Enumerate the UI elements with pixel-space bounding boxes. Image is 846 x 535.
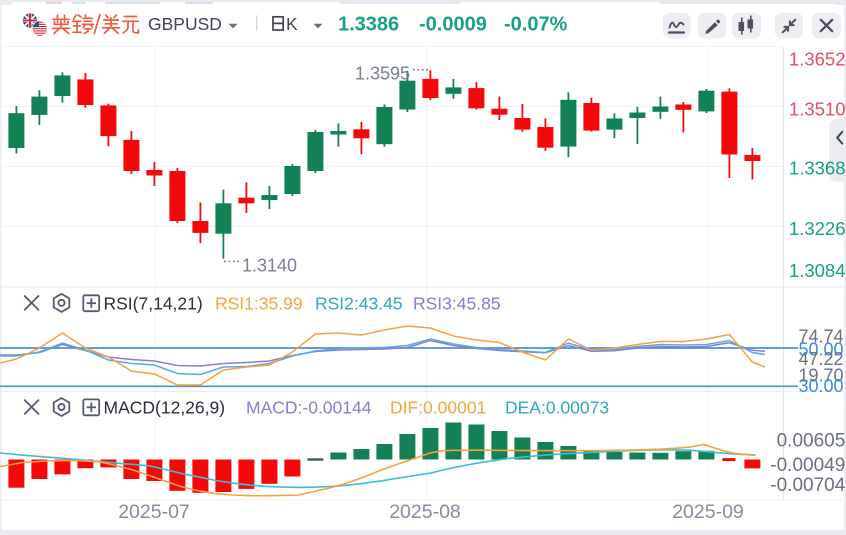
svg-text:2025-08: 2025-08 — [389, 501, 461, 523]
svg-text:-0.07%: -0.07% — [504, 14, 568, 36]
svg-text:0.00605: 0.00605 — [777, 431, 846, 452]
svg-text:1.3226: 1.3226 — [789, 218, 846, 239]
svg-text:MACD:-0.00144: MACD:-0.00144 — [246, 398, 372, 418]
svg-text:-0.0009: -0.0009 — [419, 14, 487, 36]
svg-text:DIF:0.00001: DIF:0.00001 — [390, 398, 486, 418]
svg-text:RSI2:43.45: RSI2:43.45 — [315, 294, 403, 314]
svg-text:K: K — [286, 14, 298, 34]
svg-text:1.3510: 1.3510 — [789, 98, 846, 119]
svg-text:-0.00049: -0.00049 — [770, 455, 845, 476]
svg-text:2025-07: 2025-07 — [118, 501, 190, 523]
svg-text:DEA:0.00073: DEA:0.00073 — [505, 398, 609, 418]
svg-text:1.3084: 1.3084 — [789, 260, 846, 281]
svg-text:RSI1:35.99: RSI1:35.99 — [215, 294, 303, 314]
svg-text:2025-09: 2025-09 — [672, 501, 744, 523]
svg-text:30.00: 30.00 — [798, 376, 843, 396]
svg-text:RSI(7,14,21): RSI(7,14,21) — [104, 294, 203, 314]
svg-text:1.3652: 1.3652 — [789, 49, 846, 70]
svg-text:1.3595: 1.3595 — [355, 64, 410, 84]
svg-text:GBPUSD: GBPUSD — [148, 14, 222, 34]
svg-text:1.3140: 1.3140 — [242, 256, 297, 276]
svg-text:RSI3:45.85: RSI3:45.85 — [413, 294, 501, 314]
svg-text:MACD(12,26,9): MACD(12,26,9) — [104, 398, 226, 418]
svg-text:-0.00704: -0.00704 — [770, 475, 845, 496]
svg-text:1.3368: 1.3368 — [789, 158, 846, 179]
svg-text:1.3386: 1.3386 — [338, 14, 399, 36]
